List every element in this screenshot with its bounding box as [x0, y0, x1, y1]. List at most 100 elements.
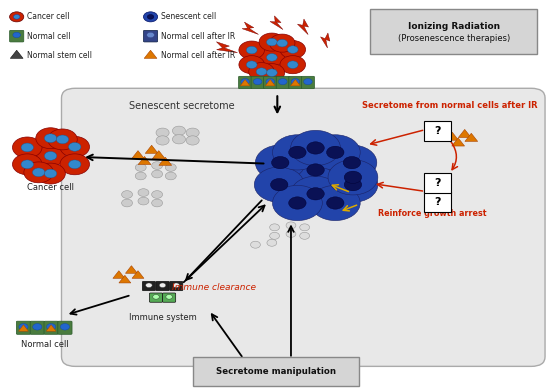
Polygon shape [119, 275, 131, 283]
FancyBboxPatch shape [16, 321, 31, 334]
Circle shape [247, 61, 257, 68]
Circle shape [156, 128, 169, 137]
FancyBboxPatch shape [424, 121, 451, 140]
Text: Ionizing Radiation: Ionizing Radiation [408, 22, 500, 31]
Circle shape [267, 239, 277, 246]
FancyBboxPatch shape [170, 281, 183, 291]
Circle shape [146, 32, 154, 38]
Circle shape [310, 186, 360, 221]
Text: ?: ? [434, 197, 440, 207]
Circle shape [44, 151, 57, 160]
Polygon shape [270, 16, 283, 30]
Circle shape [165, 172, 176, 180]
Circle shape [259, 64, 285, 82]
Circle shape [44, 134, 57, 143]
FancyBboxPatch shape [424, 173, 451, 193]
FancyBboxPatch shape [61, 88, 545, 366]
Circle shape [12, 137, 42, 158]
Circle shape [36, 128, 65, 149]
Polygon shape [458, 130, 471, 138]
Text: Reinforce growth arrest: Reinforce growth arrest [378, 209, 487, 217]
Polygon shape [18, 325, 29, 331]
Circle shape [69, 160, 81, 169]
Circle shape [21, 160, 34, 169]
Polygon shape [125, 266, 138, 273]
Circle shape [327, 145, 377, 180]
Text: Cancer cell: Cancer cell [27, 12, 69, 21]
Polygon shape [216, 42, 238, 53]
Text: Senescent cell: Senescent cell [161, 12, 216, 21]
Circle shape [259, 33, 285, 51]
FancyBboxPatch shape [149, 293, 163, 302]
Circle shape [44, 169, 57, 178]
Circle shape [13, 14, 20, 19]
Circle shape [241, 79, 249, 85]
Circle shape [36, 145, 65, 166]
Polygon shape [240, 79, 250, 86]
Circle shape [122, 191, 132, 198]
Circle shape [56, 135, 69, 144]
FancyBboxPatch shape [239, 76, 252, 89]
Circle shape [307, 187, 324, 200]
Circle shape [247, 46, 257, 54]
Circle shape [272, 156, 289, 169]
Circle shape [326, 146, 344, 159]
Circle shape [286, 230, 296, 237]
Circle shape [267, 38, 277, 46]
Circle shape [287, 46, 298, 53]
Circle shape [172, 135, 186, 144]
Circle shape [344, 171, 362, 184]
Circle shape [328, 167, 378, 202]
Circle shape [10, 12, 24, 22]
FancyBboxPatch shape [144, 30, 158, 42]
Circle shape [12, 154, 42, 175]
Text: Senescent secretome: Senescent secretome [129, 101, 235, 110]
Polygon shape [297, 19, 309, 35]
Text: ?: ? [434, 126, 440, 136]
Circle shape [156, 136, 169, 145]
FancyBboxPatch shape [10, 30, 24, 42]
Circle shape [186, 128, 199, 137]
Circle shape [280, 40, 306, 59]
FancyBboxPatch shape [289, 76, 302, 89]
Circle shape [239, 56, 264, 74]
Text: Normal stem cell: Normal stem cell [27, 51, 92, 60]
Circle shape [288, 146, 306, 159]
Polygon shape [446, 132, 458, 140]
Circle shape [269, 34, 295, 52]
Circle shape [291, 176, 340, 212]
Circle shape [239, 41, 264, 59]
Circle shape [326, 197, 344, 209]
Circle shape [151, 191, 163, 198]
Circle shape [48, 129, 77, 150]
Circle shape [122, 199, 132, 207]
Circle shape [272, 186, 323, 221]
Polygon shape [145, 145, 158, 153]
FancyBboxPatch shape [156, 281, 169, 291]
Text: (Prosenescence therapies): (Prosenescence therapies) [397, 33, 510, 42]
Circle shape [256, 68, 267, 75]
Circle shape [138, 197, 149, 205]
Text: Cancer cell: Cancer cell [27, 183, 74, 192]
Text: Normal cell after IR: Normal cell after IR [161, 51, 235, 60]
Polygon shape [465, 133, 478, 141]
Text: Immune clearance: Immune clearance [173, 283, 257, 292]
Text: Immune system: Immune system [129, 314, 196, 322]
Circle shape [304, 79, 312, 85]
FancyBboxPatch shape [301, 76, 315, 89]
Polygon shape [452, 138, 465, 146]
Circle shape [153, 294, 159, 299]
Circle shape [21, 143, 34, 152]
Circle shape [13, 32, 21, 38]
Circle shape [267, 54, 277, 61]
Circle shape [288, 197, 306, 209]
Circle shape [328, 160, 378, 195]
Text: Normal cell: Normal cell [27, 32, 70, 40]
Circle shape [271, 179, 288, 191]
Circle shape [267, 69, 277, 77]
Circle shape [277, 39, 287, 47]
Circle shape [343, 156, 361, 169]
Circle shape [291, 152, 340, 187]
Polygon shape [10, 50, 23, 58]
Circle shape [250, 241, 260, 248]
